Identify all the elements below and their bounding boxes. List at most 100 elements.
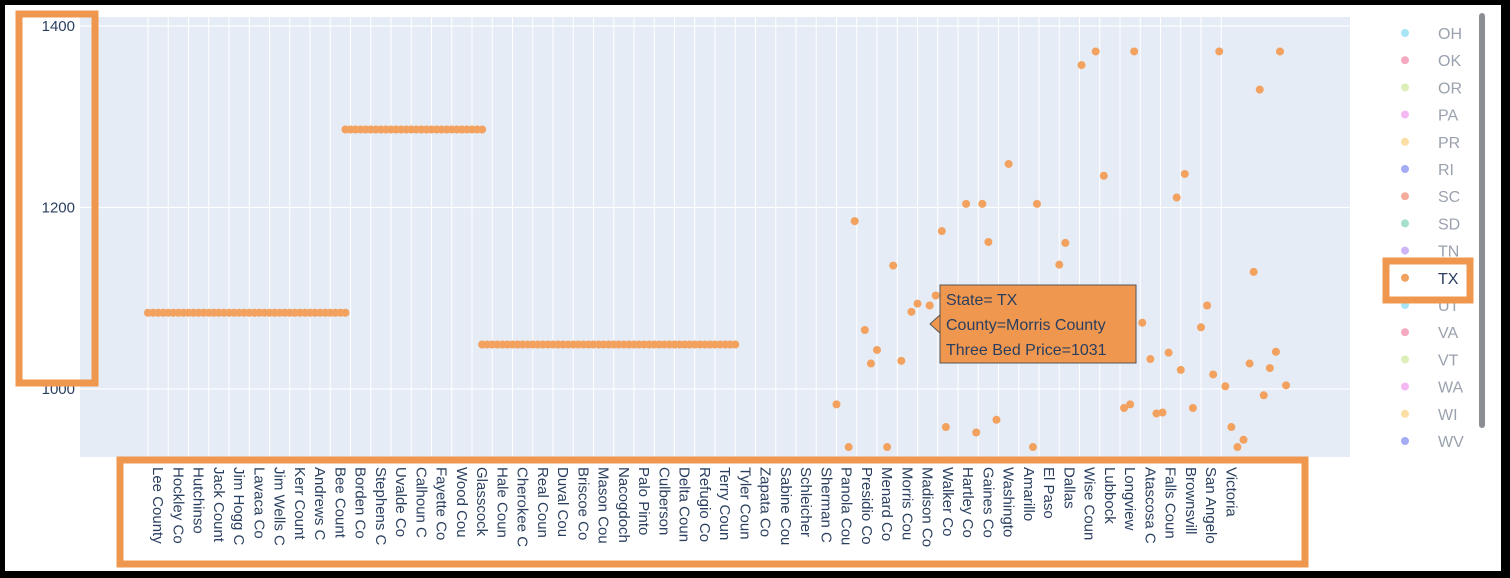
data-point[interactable] [1055,260,1064,269]
data-point[interactable] [1158,408,1167,417]
data-point[interactable] [1255,85,1264,94]
legend-tx-highlight-box [1382,257,1474,304]
data-point[interactable] [1164,348,1173,357]
data-point[interactable] [1209,370,1218,379]
data-point[interactable] [1146,355,1155,364]
x-tick-label: Washingto [1000,467,1017,537]
legend-item-sc[interactable]: SC [1401,189,1460,206]
data-point[interactable] [1032,199,1041,208]
data-point[interactable] [1221,382,1230,391]
data-point[interactable] [1176,365,1185,374]
data-point[interactable] [1004,159,1013,168]
data-point[interactable] [1282,381,1291,390]
legend-item-ok[interactable]: OK [1401,53,1461,70]
data-point[interactable] [984,237,993,246]
data-point[interactable] [1203,301,1212,310]
data-point[interactable] [883,443,892,452]
x-tick-label: Atascosa C [1141,467,1158,544]
data-point[interactable] [907,307,916,316]
data-point[interactable] [1227,423,1236,432]
data-point[interactable] [1152,409,1161,418]
x-tick-label: Borden Co [352,467,369,539]
legend-item-tx[interactable]: TX [1401,271,1459,288]
data-point[interactable] [1245,359,1254,368]
data-point[interactable] [889,261,898,270]
legend-label: PR [1438,135,1460,152]
data-point[interactable] [1138,318,1147,327]
legend-item-wv[interactable]: WV [1401,434,1464,451]
data-point[interactable] [1275,47,1284,56]
data-point[interactable] [1091,47,1100,56]
legend-item-wi[interactable]: WI [1401,407,1458,424]
data-point[interactable] [1130,47,1139,56]
data-point[interactable] [992,415,1001,424]
x-tick-label: Jim Wells C [271,467,288,546]
hover-state-line: State= TX [946,292,1018,309]
data-point[interactable] [897,356,906,365]
data-point[interactable] [1249,267,1258,276]
legend-item-sd[interactable]: SD [1401,216,1460,233]
data-point[interactable] [978,199,987,208]
x-tick-label: Lee County [149,467,166,544]
data-point[interactable] [1180,169,1189,178]
data-point[interactable] [1265,364,1274,373]
data-point[interactable] [1126,400,1135,409]
data-point[interactable] [1239,435,1248,444]
x-tick-label: Cherokee C [514,467,531,547]
legend-item-pr[interactable]: PR [1401,135,1460,152]
legend-marker [1401,56,1409,65]
data-point[interactable] [913,299,922,308]
data-point[interactable] [1233,443,1242,452]
x-axis: Lee County Hockley Co Hutchinso Jack Count J… [149,467,1239,547]
x-tick-label: Menard Co [878,467,895,541]
data-point[interactable] [866,359,875,368]
data-point[interactable] [1215,47,1224,56]
data-point[interactable] [941,423,950,432]
legend-item-ri[interactable]: RI [1401,162,1454,179]
x-tick-label: El Paso [1040,467,1057,519]
legend-item-tn[interactable]: TN [1401,244,1459,261]
legend-item-vt[interactable]: VT [1401,352,1459,369]
data-point[interactable] [478,125,487,134]
legend-item-or[interactable]: OR [1401,80,1462,97]
data-point[interactable] [341,308,350,317]
data-point[interactable] [1197,323,1205,332]
data-point[interactable] [1172,193,1181,202]
legend-marker [1401,83,1409,92]
x-tick-label: Falls Coun [1162,467,1179,539]
legend-label: OK [1438,53,1461,70]
data-point[interactable] [1188,404,1197,413]
data-point[interactable] [873,345,881,354]
x-tick-label: Amarillo [1020,467,1037,521]
x-tick-label: San Angelo [1202,467,1219,544]
x-tick-label: Hartley Co [959,467,976,538]
data-point[interactable] [860,325,869,334]
legend-item-pa[interactable]: PA [1401,108,1458,125]
data-point[interactable] [1271,347,1280,356]
y-tick-label: 1200 [42,200,75,217]
data-point[interactable] [832,400,841,409]
highlight-annotations [15,10,1474,568]
data-point[interactable] [1028,443,1037,452]
legend-item-va[interactable]: VA [1401,325,1458,342]
x-tick-label: Mason Cou [595,467,612,544]
x-tick-label: Glasscock [473,467,490,537]
data-point[interactable] [1259,391,1268,400]
data-point[interactable] [731,340,740,349]
data-point[interactable] [962,199,971,208]
data-point[interactable] [931,291,940,300]
data-point[interactable] [925,301,934,310]
legend-item-wa[interactable]: WA [1401,380,1464,397]
data-point[interactable] [1077,61,1086,70]
legend-scrollbar[interactable] [1479,13,1485,428]
data-point[interactable] [850,217,859,226]
x-tick-label: Presidio Co [858,467,875,545]
data-point[interactable] [1061,238,1070,247]
data-point[interactable] [937,227,946,236]
data-point[interactable] [1120,404,1129,413]
data-point[interactable] [1099,171,1108,180]
data-point[interactable] [972,428,981,437]
legend-item-oh[interactable]: OH [1401,26,1462,43]
data-point[interactable] [844,443,853,452]
